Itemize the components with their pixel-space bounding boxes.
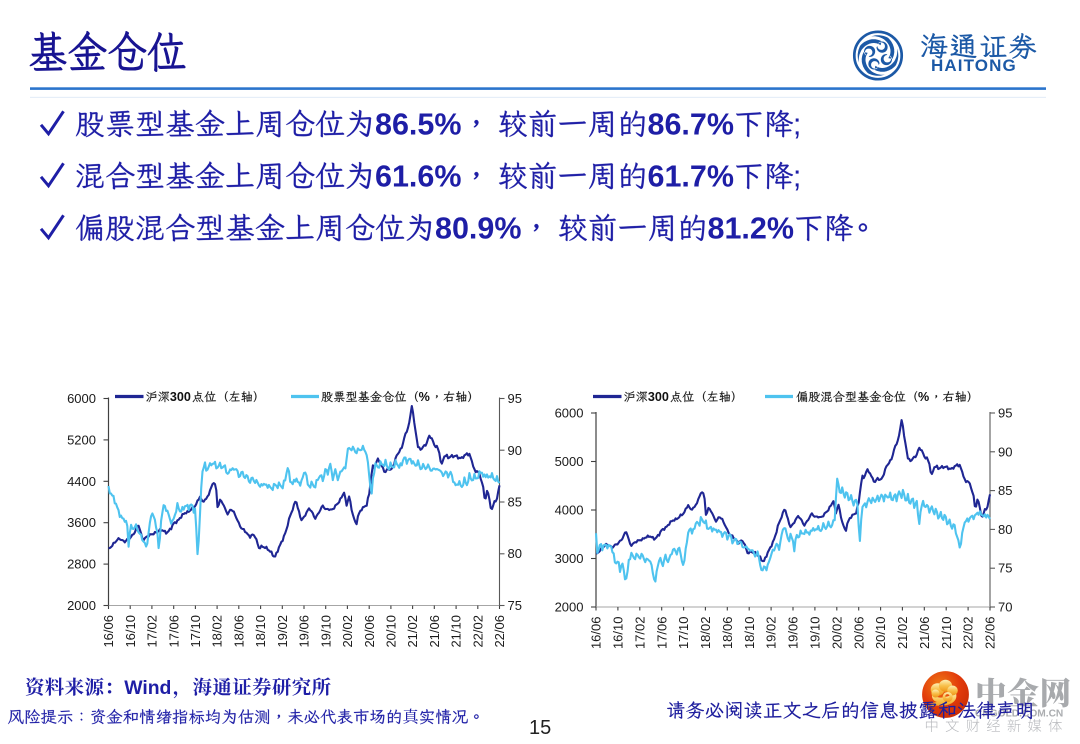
svg-text:19/10: 19/10 <box>808 617 823 650</box>
svg-text:61.6%: 61.6% <box>375 159 461 193</box>
svg-text:21/02: 21/02 <box>895 617 910 650</box>
svg-text:61.7%: 61.7% <box>648 159 734 193</box>
svg-text:;: ; <box>793 107 801 141</box>
svg-text:81.2%: 81.2% <box>708 211 794 245</box>
svg-text:300: 300 <box>648 390 669 404</box>
svg-text:75: 75 <box>998 561 1012 576</box>
svg-text:19/02: 19/02 <box>764 617 779 650</box>
svg-text:5200: 5200 <box>67 432 96 447</box>
svg-text:90: 90 <box>508 443 522 458</box>
svg-text:22/06: 22/06 <box>492 615 507 648</box>
svg-text:2000: 2000 <box>67 598 96 613</box>
svg-text:18/02: 18/02 <box>210 615 225 648</box>
svg-text:4000: 4000 <box>555 503 584 518</box>
svg-text:17/06: 17/06 <box>654 617 669 650</box>
svg-text:19/06: 19/06 <box>786 617 801 650</box>
svg-text:18/06: 18/06 <box>720 617 735 650</box>
svg-text:85: 85 <box>508 495 522 510</box>
svg-text:86.5%: 86.5% <box>375 107 461 141</box>
svg-text:6000: 6000 <box>67 391 96 406</box>
svg-text:18/10: 18/10 <box>253 615 268 648</box>
svg-text:80.9%: 80.9% <box>435 211 521 245</box>
svg-text:21/02: 21/02 <box>405 615 420 648</box>
svg-text:20/10: 20/10 <box>384 615 399 648</box>
svg-text:3000: 3000 <box>555 551 584 566</box>
svg-text:16/06: 16/06 <box>589 617 604 650</box>
svg-text:16/10: 16/10 <box>611 617 626 650</box>
svg-text:22/02: 22/02 <box>961 617 976 650</box>
svg-text:86.7%: 86.7% <box>648 107 734 141</box>
svg-text:16/06: 16/06 <box>101 615 116 648</box>
svg-text:17/02: 17/02 <box>632 617 647 650</box>
svg-text:20/06: 20/06 <box>362 615 377 648</box>
svg-text:HAITONG: HAITONG <box>931 56 1017 75</box>
svg-text:20/10: 20/10 <box>873 617 888 650</box>
svg-text:17/02: 17/02 <box>145 615 160 648</box>
svg-text:18/10: 18/10 <box>742 617 757 650</box>
svg-text:;: ; <box>793 159 801 193</box>
svg-text:17/06: 17/06 <box>166 615 181 648</box>
svg-text:2800: 2800 <box>67 557 96 572</box>
svg-text:%: % <box>918 390 929 404</box>
svg-text:80: 80 <box>508 546 522 561</box>
svg-text:22/02: 22/02 <box>470 615 485 648</box>
svg-text:18/06: 18/06 <box>231 615 246 648</box>
svg-text:90: 90 <box>998 444 1012 459</box>
svg-text:22/06: 22/06 <box>983 617 998 650</box>
svg-text:70: 70 <box>998 600 1012 615</box>
svg-text:5000: 5000 <box>555 454 584 469</box>
svg-text:2000: 2000 <box>555 600 584 615</box>
svg-text:15: 15 <box>529 717 551 739</box>
svg-text:17/10: 17/10 <box>188 615 203 648</box>
svg-text:20/06: 20/06 <box>851 617 866 650</box>
svg-text:CNGOLD.COM.CN: CNGOLD.COM.CN <box>975 709 1063 720</box>
svg-text:21/06: 21/06 <box>427 615 442 648</box>
svg-text:19/10: 19/10 <box>318 615 333 648</box>
svg-text:85: 85 <box>998 483 1012 498</box>
svg-text:95: 95 <box>998 406 1012 421</box>
svg-text:16/10: 16/10 <box>123 615 138 648</box>
svg-text:6000: 6000 <box>555 406 584 421</box>
svg-text:17/10: 17/10 <box>676 617 691 650</box>
svg-text:18/02: 18/02 <box>698 617 713 650</box>
svg-text:300: 300 <box>170 390 191 404</box>
svg-text:%: % <box>419 390 430 404</box>
svg-text:Wind: Wind <box>124 677 171 699</box>
svg-text:21/10: 21/10 <box>939 617 954 650</box>
svg-text:80: 80 <box>998 522 1012 537</box>
svg-text:20/02: 20/02 <box>829 617 844 650</box>
svg-text:19/06: 19/06 <box>297 615 312 648</box>
svg-text:95: 95 <box>508 391 522 406</box>
svg-text:21/10: 21/10 <box>449 615 464 648</box>
svg-text:21/06: 21/06 <box>917 617 932 650</box>
svg-text:4400: 4400 <box>67 474 96 489</box>
svg-text:3600: 3600 <box>67 515 96 530</box>
svg-text:75: 75 <box>508 598 522 613</box>
svg-text:19/02: 19/02 <box>275 615 290 648</box>
svg-text:20/02: 20/02 <box>340 615 355 648</box>
